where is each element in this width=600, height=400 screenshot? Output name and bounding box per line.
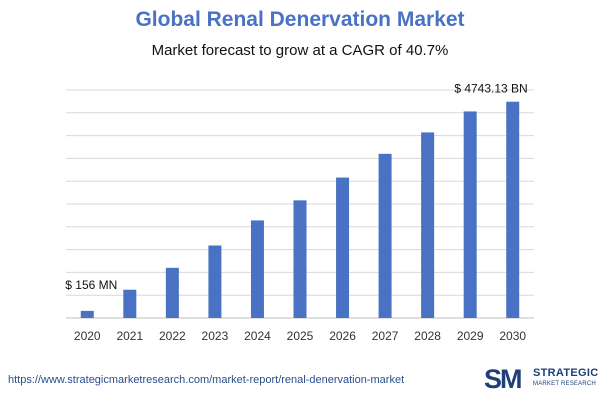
bar-2022	[165, 267, 179, 318]
chart-title: Global Renal Denervation Market	[135, 8, 465, 31]
x-tick-label: 2028	[414, 329, 441, 343]
x-tick-label: 2025	[287, 329, 314, 343]
logo-text: STRATEGIC MARKET RESEARCH	[533, 367, 599, 388]
x-tick-label: 2030	[499, 329, 526, 343]
logo-mark: SM	[484, 364, 522, 394]
bar-2025	[293, 200, 307, 318]
bar-2029	[463, 111, 477, 318]
bar-2027	[378, 153, 392, 318]
x-tick-label: 2021	[116, 329, 143, 343]
data-label: $ 4743.13 BN	[454, 82, 527, 96]
bar-2028	[421, 132, 435, 318]
x-tick-label: 2023	[202, 329, 229, 343]
source-url[interactable]: https://www.strategicmarketresearch.com/…	[8, 374, 405, 386]
chart-subtitle: Market forecast to grow at a CAGR of 40.…	[151, 42, 449, 59]
logo-line-2: MARKET RESEARCH	[533, 381, 596, 387]
bar-2020	[80, 310, 94, 318]
x-tick-label: 2026	[329, 329, 356, 343]
x-tick-label: 2029	[457, 329, 484, 343]
company-logo: SM STRATEGIC MARKET RESEARCH	[484, 364, 599, 394]
bar-2024	[250, 220, 264, 318]
bar-2023	[208, 245, 222, 318]
bar-2026	[336, 177, 350, 318]
x-tick-label: 2022	[159, 329, 186, 343]
x-tick-label: 2024	[244, 329, 271, 343]
logo-line-1: STRATEGIC	[533, 367, 599, 379]
data-label: $ 156 MN	[65, 278, 117, 292]
bar-2021	[123, 289, 137, 318]
bar-2030	[506, 101, 520, 318]
x-tick-label: 2020	[74, 329, 101, 343]
x-tick-label: 2027	[372, 329, 399, 343]
